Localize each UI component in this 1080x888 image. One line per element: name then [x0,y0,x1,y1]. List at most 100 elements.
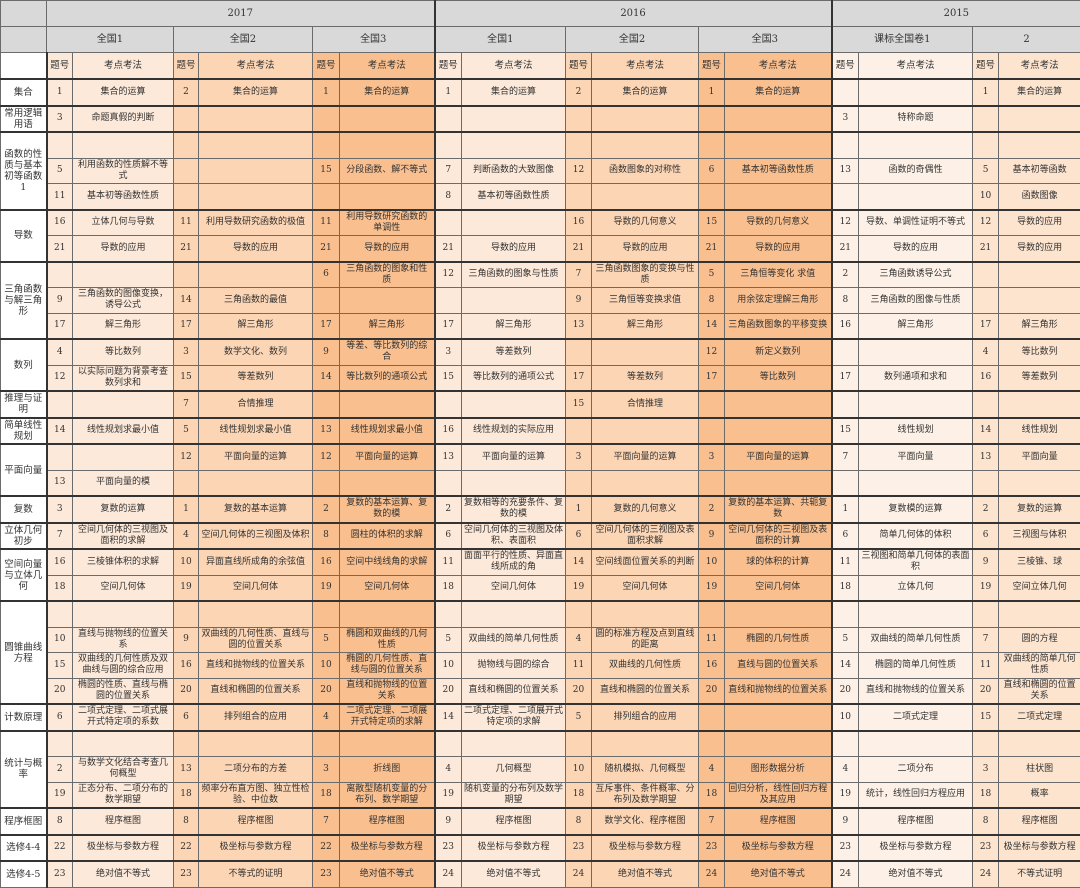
topic-cell: 空间几何体的三视图及面积的求解 [73,523,174,550]
question-number-cell: 8 [174,808,199,835]
topic-cell: 导数的应用 [592,236,699,262]
question-number-cell: 7 [47,523,73,550]
question-number-cell: 12 [174,444,199,470]
topic-cell: 绝对值不等式 [73,861,174,887]
question-number-cell: 2 [174,79,199,106]
topic-cell: 等差、等比数列的综合 [340,339,435,365]
question-number-cell [435,106,462,133]
column-header-topic: 考点考法 [462,53,566,80]
question-number-cell: 18 [313,782,340,808]
topic-cell: 解三角形 [592,313,699,339]
topic-cell: 平面向量的运算 [199,444,313,470]
topic-cell: 程序框图 [725,808,832,835]
topic-cell: 程序框图 [859,808,973,835]
question-number-cell: 7 [435,158,462,184]
topic-cell: 二项分布的方差 [199,757,313,783]
topic-cell: 等差数列 [462,339,566,365]
question-number-cell: 24 [973,861,999,887]
question-number-cell: 10 [566,757,592,783]
question-number-cell: 15 [435,365,462,391]
topic-cell: 柱状图 [999,757,1080,783]
question-number-cell [47,262,73,288]
topic-cell: 三视图与体积 [999,523,1080,550]
topic-cell: 椭圆的几何性质 [725,627,832,653]
corner-cell [1,27,47,53]
topic-cell: 椭圆的几何性质、直线与圆的位置关系 [340,653,435,679]
question-number-cell: 23 [699,835,725,862]
question-number-cell: 19 [435,782,462,808]
topic-cell: 利用导数研究函数的极值 [199,210,313,236]
column-header-number: 题号 [832,53,859,80]
question-number-cell: 8 [566,808,592,835]
question-number-cell [313,601,340,627]
topic-cell: 复数相等的充要条件、复数的模 [462,496,566,523]
topic-cell: 立体几何 [859,575,973,601]
question-number-cell: 8 [832,288,859,314]
topic-cell [340,391,435,418]
question-number-cell: 8 [313,523,340,550]
column-header-number: 题号 [435,53,462,80]
topic-cell: 正态分布、二项分布的数学期望 [73,782,174,808]
question-number-cell: 24 [435,861,462,887]
question-number-cell: 16 [313,549,340,575]
question-number-cell: 12 [973,210,999,236]
question-number-cell [699,704,725,731]
topic-cell: 几何概型 [462,757,566,783]
topic-cell: 集合的运算 [340,79,435,106]
table-row: 统计与概率 [1,731,1080,757]
question-number-cell: 4 [174,523,199,550]
question-number-cell: 14 [313,365,340,391]
column-header-number: 题号 [47,53,73,80]
question-number-cell [699,391,725,418]
question-number-cell: 10 [313,653,340,679]
topic-cell: 极坐标与参数方程 [199,835,313,862]
question-number-cell [174,262,199,288]
question-number-cell [47,444,73,470]
question-number-cell: 5 [566,704,592,731]
table-row: 函数的性质与基本初等函数1 [1,132,1080,158]
topic-cell: 不等式的证明 [199,861,313,887]
question-number-cell: 8 [973,808,999,835]
question-number-cell: 2 [973,496,999,523]
question-number-cell: 7 [566,262,592,288]
topic-cell: 分段函数、解不等式 [340,158,435,184]
topic-cell: 圆的方程 [999,627,1080,653]
topic-cell: 直线和抛物线的位置关系 [725,678,832,704]
question-number-cell: 16 [566,210,592,236]
question-number-cell: 20 [174,678,199,704]
question-number-cell [313,391,340,418]
question-number-cell: 21 [566,236,592,262]
topic-cell [725,601,832,627]
topic-cell [462,210,566,236]
topic-cell [340,731,435,757]
question-number-cell: 14 [973,418,999,445]
question-number-cell: 18 [699,782,725,808]
topic-cell: 空间线面位置关系的判断 [592,549,699,575]
question-number-cell [566,470,592,496]
question-number-cell: 21 [699,236,725,262]
topic-cell: 直线和抛物线的位置关系 [859,678,973,704]
question-number-cell: 10 [699,549,725,575]
question-number-cell: 10 [47,627,73,653]
question-number-cell: 17 [973,313,999,339]
topic-cell: 空间几何体的三视图及体积 [199,523,313,550]
question-number-cell: 6 [699,158,725,184]
question-number-cell: 12 [435,262,462,288]
topic-cell: 极坐标与参数方程 [73,835,174,862]
question-number-cell: 15 [699,210,725,236]
topic-cell: 绝对值不等式 [592,861,699,887]
question-number-cell [699,418,725,445]
topic-cell: 等比数列 [725,365,832,391]
topic-cell: 集合的运算 [725,79,832,106]
category-cell: 统计与概率 [1,731,47,809]
topic-cell [462,106,566,133]
question-number-cell: 13 [566,313,592,339]
topic-cell [999,601,1080,627]
question-number-cell: 14 [566,549,592,575]
question-number-cell: 20 [313,678,340,704]
topic-cell: 利用函数的性质解不等式 [73,158,174,184]
column-header-topic: 考点考法 [199,53,313,80]
